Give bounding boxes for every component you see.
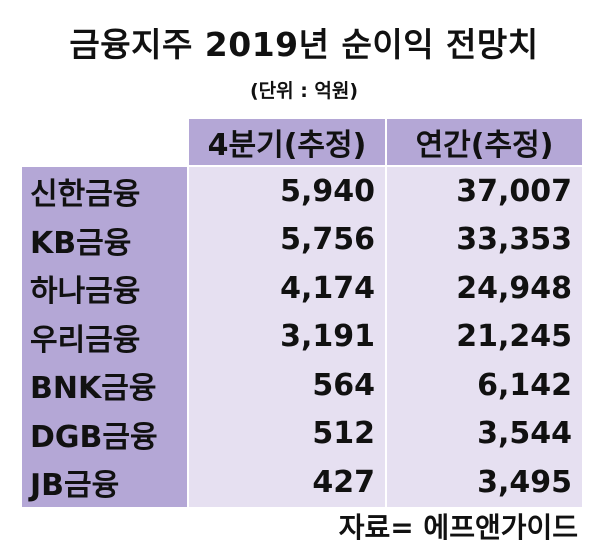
- q4-value: 3,191: [189, 312, 387, 361]
- row-header: BNK금융: [22, 361, 189, 410]
- annual-value: 21,245: [387, 312, 582, 361]
- row-header: JB금융: [22, 458, 189, 507]
- annual-value: 3,544: [387, 409, 582, 458]
- row-header: 신한금융: [22, 167, 189, 216]
- source-note: 자료= 에프앤가이드: [338, 511, 578, 544]
- annual-value: 6,142: [387, 361, 582, 410]
- q4-value: 564: [189, 361, 387, 410]
- table-corner: [22, 119, 189, 167]
- page-title: 금융지주 2019년 순이익 전망치: [69, 25, 539, 64]
- q4-value: 427: [189, 458, 387, 507]
- column-header-annual: 연간(추정): [387, 119, 582, 167]
- annual-value: 37,007: [387, 167, 582, 216]
- q4-value: 5,940: [189, 167, 387, 216]
- annual-value: 3,495: [387, 458, 582, 507]
- row-header: KB금융: [22, 215, 189, 264]
- row-header: DGB금융: [22, 409, 189, 458]
- annual-value: 24,948: [387, 264, 582, 313]
- annual-value: 33,353: [387, 215, 582, 264]
- unit-label: (단위 : 억원): [249, 80, 359, 102]
- row-header: 우리금융: [22, 312, 189, 361]
- q4-value: 512: [189, 409, 387, 458]
- row-header: 하나금융: [22, 264, 189, 313]
- column-header-q4: 4분기(추정): [189, 119, 387, 167]
- q4-value: 4,174: [189, 264, 387, 313]
- earnings-table: 4분기(추정) 연간(추정) 신한금융 5,940 37,007 KB금융 5,…: [22, 119, 582, 507]
- q4-value: 5,756: [189, 215, 387, 264]
